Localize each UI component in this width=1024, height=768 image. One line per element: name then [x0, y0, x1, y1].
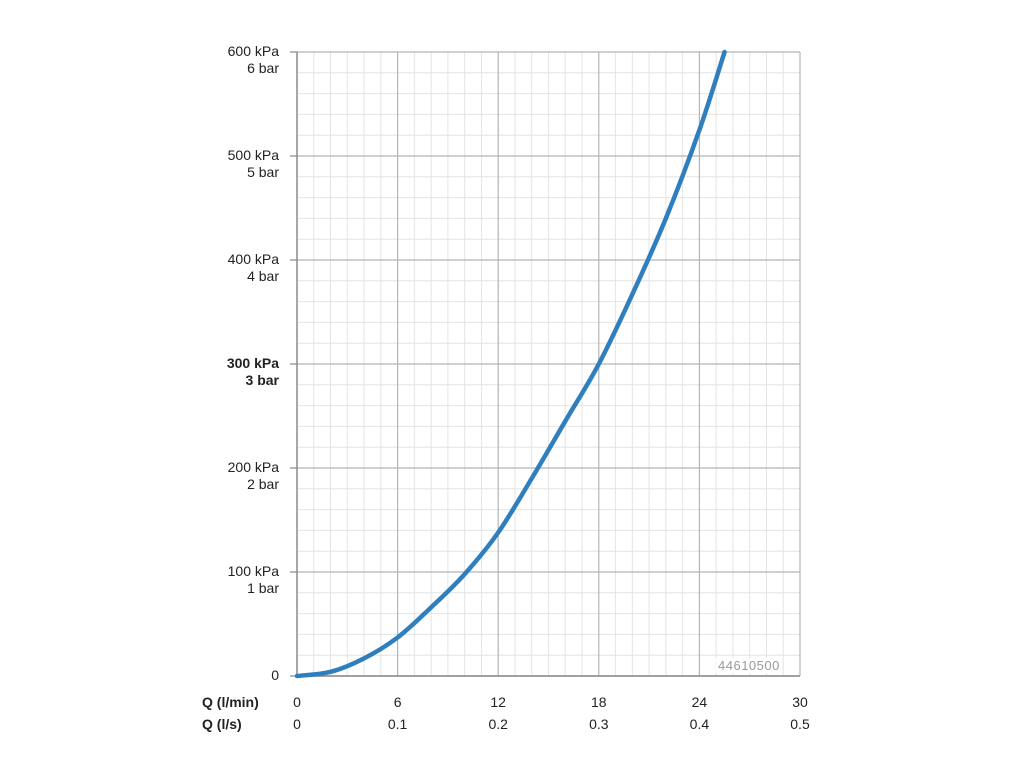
x-tick-label-lmin: 6 [393, 694, 402, 710]
y-tick-bar: 1 bar [247, 580, 279, 596]
y-tick-label: 200 kPa 2 bar [228, 459, 279, 493]
x-tick-label-ls: 0.5 [790, 716, 810, 732]
x-axis-label-ls: Q (l/s) [202, 716, 242, 732]
y-tick-bar: 5 bar [247, 164, 279, 180]
y-tick-label: 400 kPa 4 bar [228, 251, 279, 285]
y-tick-label: 600 kPa 6 bar [228, 43, 279, 77]
flow-curve-line [294, 49, 727, 679]
y-tick-bar: 2 bar [247, 476, 279, 492]
x-tick-label-ls: 0.2 [488, 716, 508, 732]
y-tick-kpa: 400 kPa [227, 251, 279, 267]
y-tick-bar: 3 bar [245, 372, 279, 388]
major-grid [290, 51, 801, 677]
x-tick-label-ls: 0.1 [387, 716, 408, 732]
y-tick-kpa: 300 kPa [226, 355, 279, 371]
x-tick-label-ls: 0 [293, 716, 301, 732]
y-tick-bar: 4 bar [247, 268, 279, 284]
flow-curve-series [294, 49, 727, 679]
x-tick-label-lmin: 12 [490, 694, 506, 710]
x-tick-label-ls: 0.3 [589, 716, 609, 732]
y-tick-kpa: 200 kPa [227, 459, 279, 475]
y-tick-label: 0 [271, 667, 279, 683]
x-tick-label-lmin: 0 [293, 694, 301, 710]
x-axis-label-lmin: Q (l/min) [202, 694, 259, 710]
x-tick-label-lmin: 18 [591, 694, 607, 710]
y-tick-label: 100 kPa 1 bar [228, 563, 279, 597]
y-tick-kpa: 100 kPa [227, 563, 279, 579]
x-tick-label-lmin: 24 [691, 694, 708, 710]
y-tick-kpa: 500 kPa [227, 147, 279, 163]
x-tick-label-ls: 0.4 [689, 716, 710, 732]
y-tick-kpa: 600 kPa [227, 43, 279, 59]
y-tick-label: 300 kPa 3 bar [227, 355, 279, 389]
x-tick-label-lmin: 30 [792, 694, 808, 710]
product-code-annotation: 44610500 [716, 658, 782, 673]
y-tick-label: 500 kPa 5 bar [228, 147, 279, 181]
y-tick-bar: 6 bar [247, 60, 279, 76]
